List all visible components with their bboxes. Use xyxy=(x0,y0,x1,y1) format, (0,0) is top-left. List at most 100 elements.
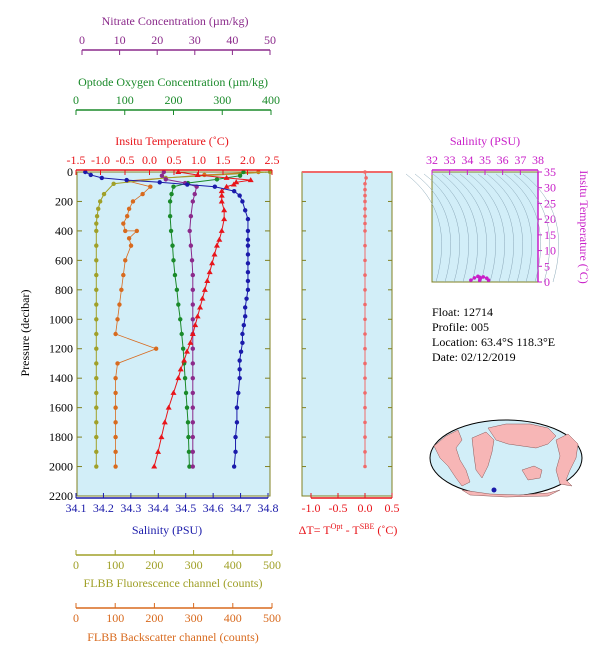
profile-date: Date: 02/12/2019 xyxy=(432,350,516,364)
temperature-tick-label: 1.5 xyxy=(216,153,231,167)
fluorescence-tick-label: 0 xyxy=(73,558,79,572)
ts-point xyxy=(469,278,473,282)
delta-t-point xyxy=(363,420,367,425)
nitrate-point xyxy=(190,287,195,293)
density-contour xyxy=(405,173,442,283)
backscatter-point xyxy=(202,172,207,178)
temperature-point xyxy=(184,348,191,354)
map-land-antarctica xyxy=(461,489,561,498)
delta-t-tick-label: -1.0 xyxy=(302,501,321,515)
salinity-point xyxy=(240,340,245,346)
salinity-point xyxy=(241,322,247,328)
temperature-point xyxy=(199,295,206,301)
backscatter-point xyxy=(113,434,118,440)
nitrate-point xyxy=(188,243,194,248)
oxygen-point xyxy=(182,375,188,381)
temperature-point xyxy=(213,242,220,248)
ts-salinity-tick-label: 38 xyxy=(532,153,544,167)
oxygen-point xyxy=(176,302,181,307)
oxygen-point xyxy=(180,346,186,351)
oxygen-point xyxy=(167,213,173,219)
oxygen-tick-label: 300 xyxy=(213,93,231,107)
ts-temperature-tick-label: 0 xyxy=(544,275,550,289)
temperature-point xyxy=(204,277,211,283)
backscatter-tick-label: 400 xyxy=(224,611,242,625)
temperature-point xyxy=(165,404,172,410)
temperature-point xyxy=(181,357,188,363)
backscatter-tick-label: 300 xyxy=(185,611,203,625)
temperature-point xyxy=(201,286,208,292)
delta-t-axis-title: ΔT= TOpt - TSBE (˚C) xyxy=(299,522,398,537)
backscatter-line xyxy=(115,171,259,467)
oxygen-point xyxy=(187,464,192,469)
fluorescence-point xyxy=(94,361,99,366)
oxygen-point xyxy=(241,169,246,175)
salinity-point xyxy=(242,314,248,319)
nitrate-point xyxy=(190,390,195,396)
salinity-point xyxy=(242,305,248,310)
ts-salinity-tick-label: 34 xyxy=(461,153,473,167)
salinity-point xyxy=(244,296,249,301)
temperature-tick-label: 1.0 xyxy=(191,153,206,167)
temperature-tick-label: 0.0 xyxy=(142,153,157,167)
salinity-tick-label: 34.2 xyxy=(93,501,114,515)
nitrate-point xyxy=(192,191,197,197)
backscatter-tick-label: 0 xyxy=(73,611,79,625)
temperature-point xyxy=(211,251,218,257)
ts-temperature-tick-label: 15 xyxy=(544,228,556,242)
ts-salinity-tick-label: 37 xyxy=(514,153,526,167)
delta-t-point xyxy=(363,193,367,198)
oxygen-tick-label: 200 xyxy=(165,93,183,107)
salinity-point xyxy=(245,237,251,242)
backscatter-point xyxy=(113,464,118,469)
delta-t-point xyxy=(363,332,367,336)
temperature-point xyxy=(197,304,204,310)
temperature-point xyxy=(247,177,254,183)
temperature-point xyxy=(177,366,184,372)
density-contour xyxy=(504,173,541,283)
density-contour xyxy=(495,173,532,283)
salinity-point xyxy=(234,420,240,425)
backscatter-point xyxy=(113,375,118,381)
salinity-point xyxy=(238,349,244,354)
delta-t-point xyxy=(363,214,367,218)
delta-t-point xyxy=(363,221,367,226)
pressure-tick-label: 800 xyxy=(55,283,73,297)
density-contour xyxy=(423,173,460,283)
delta-t-point xyxy=(363,361,367,366)
nitrate-point xyxy=(190,420,195,425)
delta-t-point xyxy=(363,464,367,469)
temperature-point xyxy=(223,183,230,189)
temperature-point xyxy=(218,192,225,198)
backscatter-point xyxy=(113,449,118,455)
oxygen-point xyxy=(185,420,191,425)
nitrate-point xyxy=(190,302,195,307)
backscatter-point xyxy=(121,221,126,226)
density-contour xyxy=(477,173,514,283)
fluorescence-point xyxy=(94,434,99,440)
nitrate-point xyxy=(188,213,194,219)
float-id: Float: 12714 xyxy=(432,305,494,319)
backscatter-point xyxy=(113,405,118,410)
salinity-point xyxy=(236,390,241,396)
pressure-tick-label: 1800 xyxy=(49,430,73,444)
temperature-tick-label: -1.0 xyxy=(91,153,110,167)
nitrate-point xyxy=(190,405,195,410)
ts-salinity-tick-label: 33 xyxy=(444,153,456,167)
fluorescence-axis-title: FLBB Fluorescence channel (counts) xyxy=(84,576,263,590)
temperature-point xyxy=(194,171,201,177)
nitrate-point xyxy=(190,464,195,469)
salinity-point xyxy=(88,172,93,178)
oxygen-point xyxy=(178,317,183,322)
fluorescence-tick-label: 400 xyxy=(224,558,242,572)
delta-t-point xyxy=(363,288,367,292)
backscatter-point xyxy=(148,184,153,189)
salinity-point xyxy=(245,261,251,266)
oxygen-tick-label: 100 xyxy=(116,93,134,107)
delta-t-tick-label: 0.0 xyxy=(358,501,373,515)
ts-salinity-tick-label: 35 xyxy=(479,153,491,167)
salinity-point xyxy=(237,358,242,363)
temperature-point xyxy=(170,389,177,395)
fluorescence-point xyxy=(94,221,99,226)
delta-t-point xyxy=(363,391,367,395)
